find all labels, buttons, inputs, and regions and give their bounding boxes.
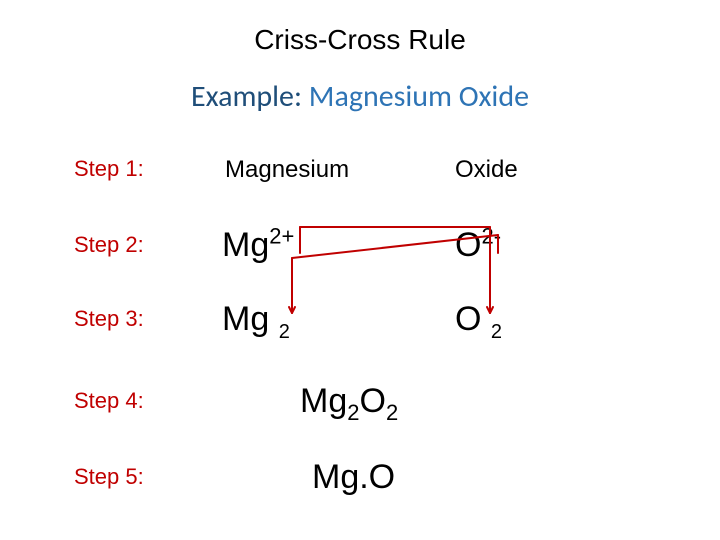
step3-right: O 2: [455, 300, 502, 339]
step-3-label: Step 3:: [74, 306, 144, 332]
step-5-label: Step 5:: [74, 464, 144, 490]
step-1-label: Step 1:: [74, 156, 144, 182]
step2-right-sup: 2-: [481, 224, 501, 249]
step2-left-sup: 2+: [269, 224, 294, 249]
step1-right: Oxide: [455, 156, 518, 184]
step3-left: Mg 2: [222, 300, 290, 339]
step3-left-sub: 2: [279, 321, 290, 343]
step3-right-base: O: [455, 300, 481, 338]
step2-left-base: Mg: [222, 226, 269, 264]
step4-b-sub: 2: [386, 400, 398, 425]
step3-left-base: Mg: [222, 300, 269, 338]
step-4-label: Step 4:: [74, 388, 144, 414]
step5-formula: Mg.O: [312, 458, 395, 497]
step2-left: Mg2+: [222, 226, 294, 265]
step-2-label: Step 2:: [74, 232, 144, 258]
subtitle-prefix: Example:: [191, 78, 309, 115]
step2-right: O2-: [455, 226, 501, 265]
step4-a-sub: 2: [347, 400, 359, 425]
step3-right-sub: 2: [491, 321, 502, 343]
step4-formula: Mg2O2: [300, 382, 398, 421]
subtitle-compound: Magnesium Oxide: [309, 78, 529, 115]
step4-b: O: [359, 382, 385, 420]
step1-left: Magnesium: [225, 156, 349, 184]
step2-right-base: O: [455, 226, 481, 264]
page-title: Criss-Cross Rule: [0, 24, 720, 56]
step4-a: Mg: [300, 382, 347, 420]
subtitle: Example: Magnesium Oxide: [0, 78, 720, 115]
